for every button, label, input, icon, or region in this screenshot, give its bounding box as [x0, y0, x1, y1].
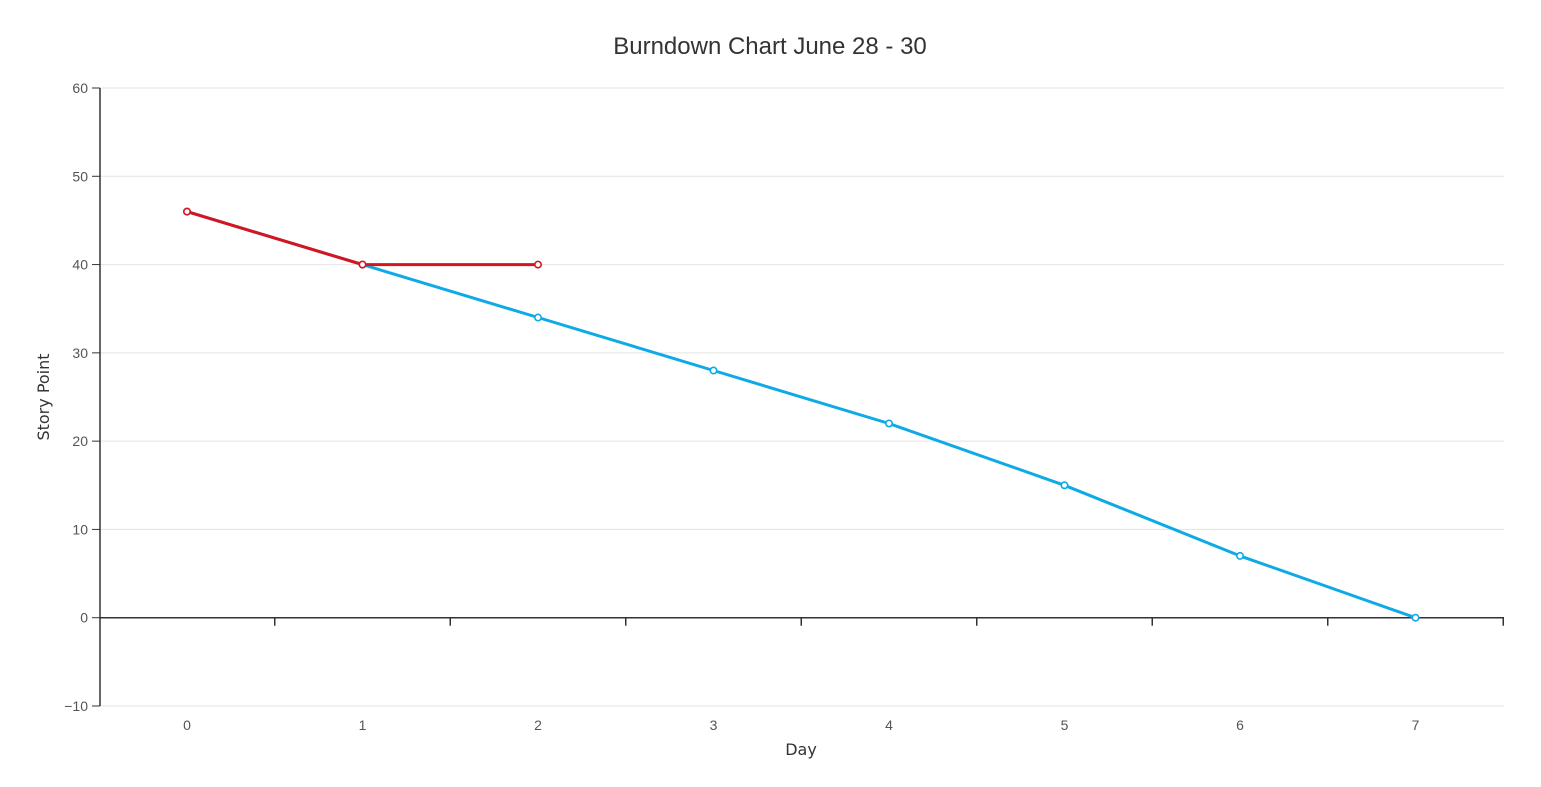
- tick-labels: 60 50 40 30 20 10 0 −10 0 1 2 3 4 5 6 7: [64, 80, 1419, 733]
- x-tick-label: 1: [359, 717, 367, 733]
- y-tick-label: 60: [72, 80, 88, 96]
- y-tick-label: 10: [72, 521, 88, 537]
- x-axis-label: Day: [785, 740, 817, 759]
- series-1-point: [1411, 613, 1420, 622]
- y-tick-label: 20: [72, 433, 88, 449]
- x-tick-label: 3: [710, 717, 718, 733]
- series-2-point: [183, 207, 192, 216]
- x-tick-label: 5: [1061, 717, 1069, 733]
- y-tick-label: 0: [80, 610, 88, 626]
- grid-lines: [100, 87, 1504, 707]
- series-1-point: [884, 419, 893, 428]
- y-tick-label: 40: [72, 257, 88, 273]
- series-1-point: [1236, 551, 1245, 560]
- y-tick-label: 30: [72, 345, 88, 361]
- series-1-point: [709, 366, 718, 375]
- series-line-1: [185, 210, 1417, 620]
- y-axis-label: Story Point: [34, 353, 53, 440]
- x-tick-label: 6: [1236, 717, 1244, 733]
- y-tick-label: 50: [72, 168, 88, 184]
- series-lines: [183, 207, 1420, 622]
- series-1-point: [533, 313, 542, 322]
- series-2-point: [358, 260, 367, 269]
- series-line-2: [185, 210, 540, 267]
- axes: [92, 87, 1504, 707]
- chart-title: Burndown Chart June 28 - 30: [613, 33, 927, 60]
- series-1-point: [1060, 481, 1069, 490]
- x-tick-label: 4: [885, 717, 893, 733]
- x-tick-label: 2: [534, 717, 542, 733]
- x-tick-label: 7: [1412, 717, 1420, 733]
- series-2-point: [533, 260, 542, 269]
- x-tick-label: 0: [183, 717, 191, 733]
- y-tick-label: −10: [64, 698, 88, 714]
